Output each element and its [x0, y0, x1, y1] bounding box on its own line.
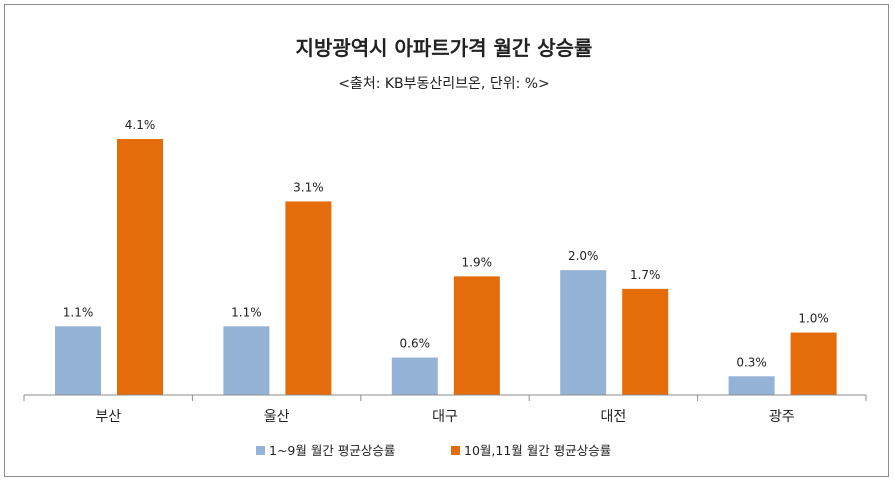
bar-1-4	[560, 270, 607, 395]
data-label: 1.9%	[462, 255, 493, 269]
bars-group: 1.1% 4.1% 1.1% 3.1% 0.6% 1.9% 2.0% 1.7% 0.3% 1.0%	[55, 118, 837, 395]
bar-2-4	[622, 288, 669, 395]
data-label: 1.7%	[630, 268, 661, 282]
data-label: 2.0%	[568, 249, 599, 263]
data-label: 1.0%	[798, 312, 829, 326]
legend: 1~9월 월간 평균상승률 10월,11월 월간 평균상승률	[256, 443, 611, 458]
data-label: 3.1%	[293, 180, 324, 194]
bar-2-3	[453, 276, 500, 395]
chart-title: 지방광역시 아파트가격 월간 상승률	[296, 36, 593, 60]
x-tick-label: 울산	[264, 409, 290, 425]
data-label: 0.3%	[736, 355, 767, 369]
bar-2-1	[117, 139, 163, 395]
data-label: 1.1%	[63, 305, 94, 319]
bar-2-5	[790, 332, 837, 395]
chart-subtitle: <출처: KB부동산리브온, 단위: %>	[338, 76, 550, 92]
legend-swatch-1	[256, 446, 265, 455]
bar-1-3	[391, 357, 438, 395]
x-tick-label: 광주	[769, 409, 795, 425]
x-labels-group: 부산 울산 대구 대전 광주	[95, 409, 794, 425]
bar-1-5	[728, 376, 775, 395]
bar-1-1	[55, 326, 101, 395]
bar-1-2	[223, 326, 270, 395]
x-ticks-group	[23, 395, 867, 401]
x-tick-label: 부산	[95, 409, 121, 425]
bar-2-2	[285, 201, 332, 395]
legend-label-1: 1~9월 월간 평균상승률	[269, 443, 395, 458]
x-tick-label: 대전	[601, 409, 627, 425]
x-tick-label: 대구	[432, 409, 458, 425]
legend-label-2: 10월,11월 월간 평균상승률	[464, 443, 611, 458]
legend-swatch-2	[451, 446, 460, 455]
data-label: 1.1%	[231, 305, 262, 319]
data-label: 4.1%	[125, 118, 156, 132]
data-label: 0.6%	[400, 337, 431, 351]
